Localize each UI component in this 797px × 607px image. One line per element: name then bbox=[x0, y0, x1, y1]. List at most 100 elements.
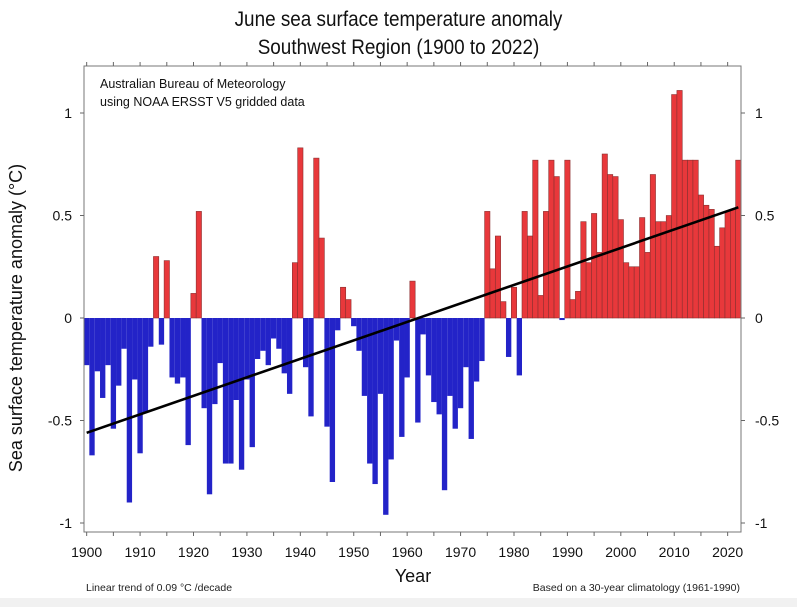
bar-2016 bbox=[703, 204, 710, 319]
bar-1974 bbox=[479, 318, 485, 362]
bar-1960 bbox=[404, 318, 410, 378]
bar-1930 bbox=[244, 318, 250, 380]
bar-2004 bbox=[639, 217, 646, 319]
chart-title: June sea surface temperature anomaly bbox=[234, 8, 563, 31]
bar-1918 bbox=[180, 318, 186, 378]
x-tick-label: 1900 bbox=[71, 544, 102, 560]
y-tick-label-left: -1 bbox=[60, 515, 73, 531]
bar-1958 bbox=[393, 318, 400, 341]
bar-1950 bbox=[351, 318, 357, 327]
bar-1990 bbox=[564, 159, 571, 319]
bar-1972 bbox=[468, 318, 474, 439]
bar-1915 bbox=[163, 260, 170, 319]
bar-1914 bbox=[158, 318, 165, 345]
bar-1934 bbox=[265, 318, 271, 366]
bar-1905 bbox=[110, 318, 117, 429]
x-tick-label: 1970 bbox=[445, 544, 476, 560]
bar-1904 bbox=[105, 318, 111, 366]
footnote-trend: Linear trend of 0.09 °C /decade bbox=[86, 582, 232, 594]
bar-1909 bbox=[132, 318, 138, 380]
bar-1993 bbox=[580, 221, 587, 319]
x-tick-label: 1980 bbox=[498, 544, 529, 560]
bar-1995 bbox=[591, 213, 598, 319]
bar-1938 bbox=[286, 318, 293, 394]
bar-2008 bbox=[660, 221, 667, 319]
bar-2000 bbox=[617, 219, 624, 319]
bar-2014 bbox=[692, 159, 699, 319]
x-tick-label: 1910 bbox=[125, 544, 156, 560]
bar-1996 bbox=[596, 252, 603, 319]
x-tick-label: 2010 bbox=[659, 544, 690, 560]
bar-1954 bbox=[372, 318, 378, 485]
x-tick-label: 1940 bbox=[285, 544, 316, 560]
bar-1937 bbox=[281, 318, 287, 374]
bar-2021 bbox=[730, 209, 736, 319]
bar-1997 bbox=[601, 153, 608, 319]
bar-1910 bbox=[137, 318, 143, 454]
y-tick-label-right: 1 bbox=[755, 105, 763, 121]
bar-1901 bbox=[89, 318, 95, 456]
bar-1967 bbox=[441, 318, 448, 491]
bar-1953 bbox=[367, 318, 373, 464]
x-axis-title: Year bbox=[395, 566, 431, 586]
y-tick-label-right: -1 bbox=[755, 515, 768, 531]
bar-1906 bbox=[116, 318, 122, 386]
x-tick-label: 1920 bbox=[178, 544, 209, 560]
y-tick-label-right: -0.5 bbox=[755, 413, 779, 429]
bar-1982 bbox=[521, 211, 528, 319]
bar-1946 bbox=[329, 318, 336, 482]
bar-1957 bbox=[388, 318, 394, 460]
annotation-line-1: Australian Bureau of Meteorology bbox=[100, 77, 286, 91]
bar-1961 bbox=[409, 280, 416, 319]
bar-1925 bbox=[217, 318, 223, 364]
bar-1977 bbox=[494, 235, 501, 319]
bar-1975 bbox=[484, 211, 491, 319]
x-tick-label: 1950 bbox=[338, 544, 369, 560]
y-tick-label-right: 0 bbox=[755, 310, 763, 326]
bar-1912 bbox=[148, 318, 154, 347]
bar-1956 bbox=[383, 318, 389, 515]
bar-1941 bbox=[303, 318, 309, 368]
bar-2006 bbox=[649, 174, 656, 319]
chart-subtitle: Southwest Region (1900 to 2022) bbox=[257, 36, 540, 59]
bar-1921 bbox=[195, 211, 202, 319]
bar-1973 bbox=[473, 318, 480, 382]
bar-1917 bbox=[174, 318, 181, 384]
bar-1936 bbox=[276, 318, 282, 349]
y-tick-label-left: 0.5 bbox=[53, 208, 73, 224]
bar-1985 bbox=[537, 295, 544, 319]
bar-2022 bbox=[735, 159, 742, 319]
bar-1979 bbox=[505, 318, 512, 357]
bar-2002 bbox=[628, 266, 635, 319]
bar-1939 bbox=[292, 262, 298, 319]
bar-2005 bbox=[644, 252, 651, 319]
y-tick-label-left: 1 bbox=[64, 105, 72, 121]
bar-1952 bbox=[361, 318, 368, 396]
bar-1903 bbox=[100, 318, 106, 398]
bar-1991 bbox=[569, 299, 576, 319]
bar-1998 bbox=[607, 174, 614, 319]
bar-1923 bbox=[206, 318, 213, 495]
bar-1920 bbox=[190, 293, 197, 319]
y-tick-label-left: -0.5 bbox=[48, 413, 72, 429]
y-axis-title: Sea surface temperature anomaly (°C) bbox=[6, 164, 26, 472]
bar-1924 bbox=[212, 318, 218, 405]
bar-2012 bbox=[681, 159, 688, 319]
bars-group bbox=[84, 90, 742, 515]
bar-2010 bbox=[671, 94, 678, 319]
bar-1966 bbox=[436, 318, 442, 415]
bar-1944 bbox=[318, 237, 325, 319]
bar-1922 bbox=[201, 318, 207, 409]
bar-1900 bbox=[84, 318, 90, 366]
bar-1965 bbox=[431, 318, 437, 403]
bar-1986 bbox=[543, 211, 550, 319]
trend-line bbox=[86, 206, 739, 435]
x-ticks-group: 1900 1910 1920 1930 1940 1950 1960 1970 1980 1990… bbox=[71, 62, 743, 560]
bar-1926 bbox=[222, 318, 229, 464]
bar-1916 bbox=[169, 318, 175, 378]
bar-2020 bbox=[724, 211, 731, 319]
y-tick-label-right: 0.5 bbox=[755, 208, 775, 224]
x-tick-label: 1990 bbox=[552, 544, 583, 560]
bar-1935 bbox=[270, 318, 277, 339]
bar-1978 bbox=[500, 301, 507, 319]
